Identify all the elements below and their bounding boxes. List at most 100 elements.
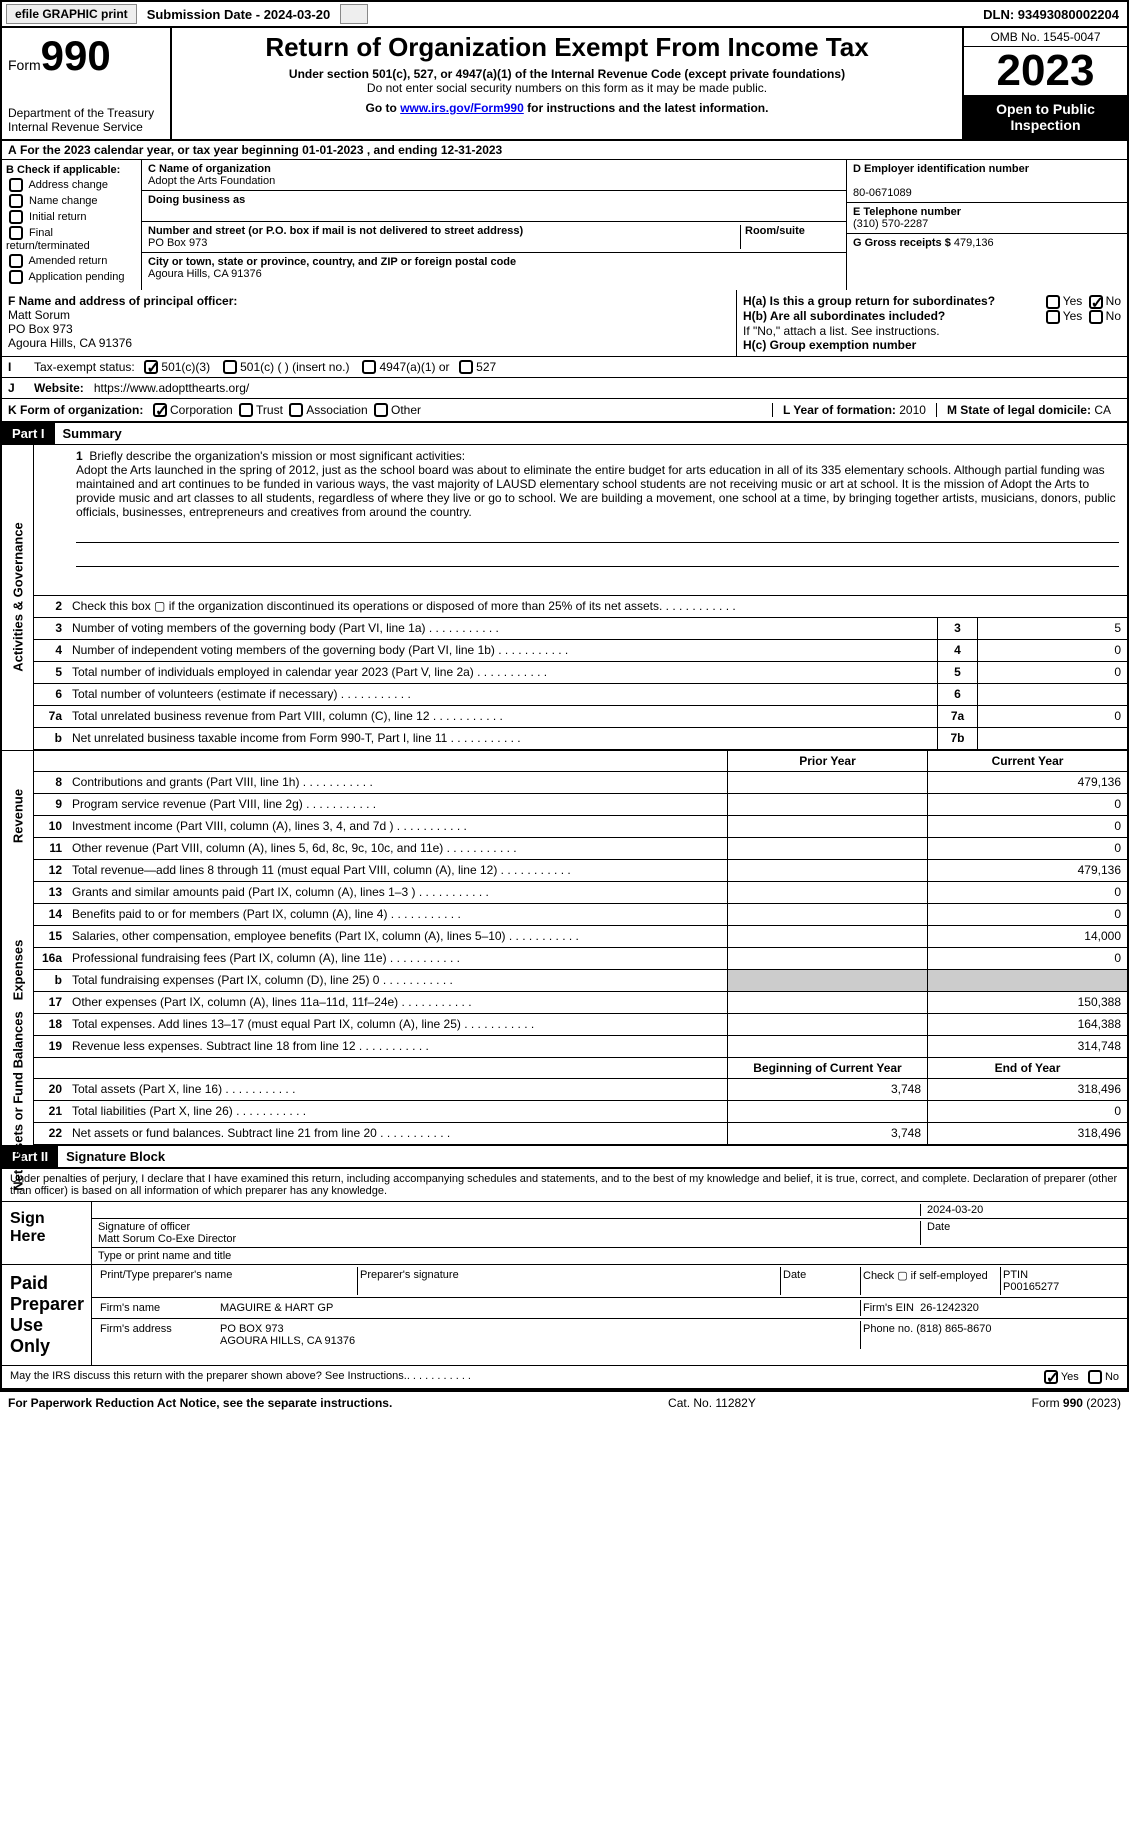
- rev-rows-8: 8Contributions and grants (Part VIII, li…: [34, 772, 1127, 794]
- checkbox-final-return-terminated[interactable]: Final return/terminated: [6, 226, 137, 252]
- room-label: Room/suite: [745, 225, 805, 237]
- mission-text: Adopt the Arts launched in the spring of…: [76, 463, 1116, 519]
- gov-row-4: 4Number of independent voting members of…: [34, 640, 1127, 662]
- exp-rows-18: 18Total expenses. Add lines 13–17 (must …: [34, 1014, 1127, 1036]
- header: Form990 Department of the Treasury Inter…: [0, 28, 1129, 141]
- prep-date-label: Date: [781, 1267, 861, 1295]
- checkbox-address-change[interactable]: Address change: [6, 178, 137, 192]
- checkbox-application-pending[interactable]: Application pending: [6, 270, 137, 284]
- dba-label: Doing business as: [148, 194, 245, 206]
- efile-button[interactable]: efile GRAPHIC print: [6, 4, 137, 24]
- prep-name-label: Print/Type preparer's name: [98, 1267, 358, 1295]
- 4947-check[interactable]: [362, 360, 376, 374]
- exp-rows-19: 19Revenue less expenses. Subtract line 1…: [34, 1036, 1127, 1058]
- cat-no: Cat. No. 11282Y: [668, 1396, 756, 1410]
- net-rows-22: 22Net assets or fund balances. Subtract …: [34, 1123, 1127, 1145]
- part1-title: Summary: [55, 423, 130, 444]
- firm-name-label: Firm's name: [98, 1300, 218, 1316]
- phone: (310) 570-2287: [853, 218, 928, 230]
- street: PO Box 973: [148, 237, 207, 249]
- mission-label: Briefly describe the organization's miss…: [89, 449, 465, 463]
- hb-no[interactable]: [1089, 310, 1103, 324]
- subtitle-2: Do not enter social security numbers on …: [180, 81, 954, 95]
- current-year-hdr: Current Year: [927, 751, 1127, 771]
- gov-row-6: 6Total number of volunteers (estimate if…: [34, 684, 1127, 706]
- expenses-section: Expenses 13Grants and similar amounts pa…: [0, 882, 1129, 1058]
- check-applicable-label: B Check if applicable:: [6, 164, 137, 176]
- ha-no[interactable]: [1089, 295, 1103, 309]
- form-box: Form990 Department of the Treasury Inter…: [2, 28, 172, 139]
- checkbox-amended-return[interactable]: Amended return: [6, 254, 137, 268]
- discuss-yes[interactable]: [1044, 1370, 1058, 1384]
- hb-label: H(b) Are all subordinates included?: [743, 309, 945, 323]
- website-url: https://www.adoptthearts.org/: [94, 381, 249, 395]
- gov-row-2: 2Check this box ▢ if the organization di…: [34, 596, 1127, 618]
- activities-governance: Activities & Governance 1 Briefly descri…: [0, 445, 1129, 750]
- tax-exempt-label: Tax-exempt status:: [34, 360, 135, 374]
- hb-note: If "No," attach a list. See instructions…: [743, 324, 1121, 338]
- self-employed: Check ▢ if self-employed: [861, 1267, 1001, 1295]
- row-a-calendar: A For the 2023 calendar year, or tax yea…: [0, 141, 1129, 160]
- 501c-check[interactable]: [223, 360, 237, 374]
- section-bcd: B Check if applicable: Address change Na…: [0, 160, 1129, 290]
- part1-num: Part I: [2, 423, 55, 444]
- row-j: JWebsite: https://www.adoptthearts.org/: [0, 378, 1129, 399]
- col-b: B Check if applicable: Address change Na…: [2, 160, 142, 290]
- form-number: 990: [41, 32, 111, 79]
- rev-rows-10: 10Investment income (Part VIII, column (…: [34, 816, 1127, 838]
- form-footer: Form 990 (2023): [1032, 1396, 1121, 1410]
- form-org-label: K Form of organization:: [8, 403, 143, 417]
- hb-yes[interactable]: [1046, 310, 1060, 324]
- part2-title: Signature Block: [58, 1146, 173, 1167]
- gov-row-5: 5Total number of individuals employed in…: [34, 662, 1127, 684]
- gov-row-7a: 7aTotal unrelated business revenue from …: [34, 706, 1127, 728]
- signature-block: Under penalties of perjury, I declare th…: [0, 1168, 1129, 1391]
- open-inspection: Open to Public Inspection: [964, 95, 1127, 139]
- discuss-no[interactable]: [1088, 1370, 1102, 1384]
- begin-year-hdr: Beginning of Current Year: [727, 1058, 927, 1078]
- col-d: D Employer identification number80-06710…: [847, 160, 1127, 290]
- exp-rows-14: 14Benefits paid to or for members (Part …: [34, 904, 1127, 926]
- subtitle-3: Go to www.irs.gov/Form990 for instructio…: [180, 101, 954, 115]
- officer-name: Matt Sorum: [8, 308, 70, 322]
- firm-phone: (818) 865-8670: [916, 1323, 991, 1335]
- title-box: Return of Organization Exempt From Incom…: [172, 28, 962, 139]
- form-label: Form: [8, 57, 41, 73]
- 501c3-check[interactable]: [144, 360, 158, 374]
- gross-receipts: 479,136: [954, 237, 994, 249]
- firm-ein: 26-1242320: [920, 1302, 979, 1314]
- prior-year-hdr: Prior Year: [727, 751, 927, 771]
- omb-number: OMB No. 1545-0047: [964, 28, 1127, 47]
- other-check[interactable]: [374, 403, 388, 417]
- firm-addr-label: Firm's address: [98, 1321, 218, 1349]
- phone-label: E Telephone number: [853, 206, 961, 218]
- tax-year: 2023: [964, 47, 1127, 95]
- blank-button[interactable]: [340, 4, 368, 24]
- ein: 80-0671089: [853, 187, 912, 199]
- net-rows-20: 20Total assets (Part X, line 16)3,748318…: [34, 1079, 1127, 1101]
- row-fgh: F Name and address of principal officer:…: [0, 290, 1129, 357]
- hc-label: H(c) Group exemption number: [743, 338, 916, 352]
- sign-here: Sign Here: [2, 1202, 92, 1264]
- col-h: H(a) Is this a group return for subordin…: [737, 290, 1127, 356]
- paid-preparer: Paid Preparer Use Only: [2, 1265, 92, 1365]
- trust-check[interactable]: [239, 403, 253, 417]
- rev-rows-12: 12Total revenue—add lines 8 through 11 (…: [34, 860, 1127, 882]
- col-f: F Name and address of principal officer:…: [2, 290, 737, 356]
- top-bar: efile GRAPHIC print Submission Date - 20…: [0, 0, 1129, 28]
- org-name-label: C Name of organization: [148, 163, 271, 175]
- side-rev: Revenue: [2, 751, 34, 882]
- rev-rows-11: 11Other revenue (Part VIII, column (A), …: [34, 838, 1127, 860]
- officer-sig: Matt Sorum Co-Exe Director: [98, 1233, 236, 1245]
- checkbox-initial-return[interactable]: Initial return: [6, 210, 137, 224]
- side-net: Net Assets or Fund Balances: [2, 1058, 34, 1145]
- checkbox-name-change[interactable]: Name change: [6, 194, 137, 208]
- ptin: P00165277: [1003, 1281, 1059, 1293]
- ha-yes[interactable]: [1046, 295, 1060, 309]
- corp-check[interactable]: [153, 403, 167, 417]
- assoc-check[interactable]: [289, 403, 303, 417]
- dln: DLN: 93493080002204: [983, 7, 1127, 22]
- irs-url[interactable]: www.irs.gov/Form990: [400, 101, 524, 115]
- sig-date: 2024-03-20: [927, 1204, 983, 1216]
- 527-check[interactable]: [459, 360, 473, 374]
